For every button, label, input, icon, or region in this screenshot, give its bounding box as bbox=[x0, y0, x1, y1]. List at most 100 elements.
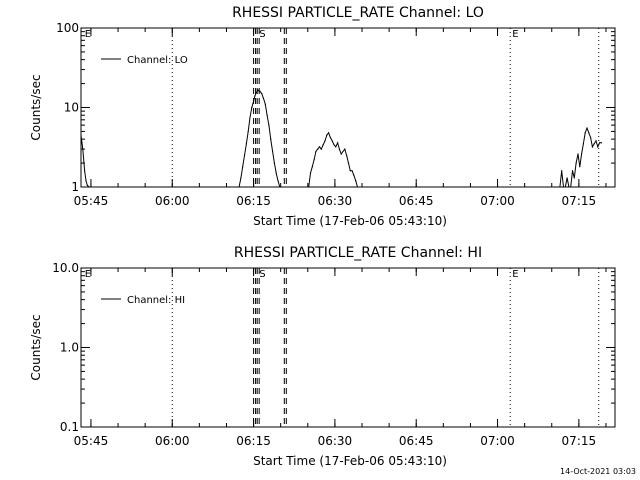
x-tick-label: 06:15 bbox=[236, 434, 271, 448]
data-point bbox=[242, 166, 244, 168]
data-point bbox=[81, 134, 82, 136]
marker-label: E bbox=[512, 269, 518, 280]
data-point bbox=[562, 186, 565, 187]
data-point bbox=[243, 154, 246, 156]
data-point bbox=[347, 162, 350, 164]
data-point bbox=[580, 153, 583, 155]
data-point bbox=[566, 177, 568, 179]
data-point bbox=[270, 138, 272, 140]
data-point bbox=[331, 140, 333, 142]
data-point bbox=[277, 180, 279, 182]
data-point bbox=[324, 140, 326, 142]
data-point bbox=[355, 180, 357, 182]
data-point bbox=[584, 132, 586, 134]
data-point bbox=[240, 177, 242, 179]
data-point bbox=[590, 136, 592, 139]
x-tick-label: 07:00 bbox=[480, 434, 515, 448]
data-point bbox=[353, 174, 355, 176]
data-point bbox=[308, 186, 310, 187]
marker-label: E bbox=[85, 269, 91, 280]
data-point bbox=[262, 97, 265, 100]
x-tick-label: 06:30 bbox=[318, 194, 353, 208]
marker-label: S bbox=[259, 29, 265, 40]
y-axis-label: Counts/sec bbox=[29, 74, 43, 140]
data-point bbox=[575, 162, 577, 164]
x-tick-label: 07:15 bbox=[562, 194, 597, 208]
x-tick-label: 06:00 bbox=[155, 434, 190, 448]
data-point bbox=[271, 150, 274, 153]
y-axis-label: Counts/sec bbox=[29, 314, 43, 380]
x-tick-label: 07:00 bbox=[480, 194, 515, 208]
x-axis-label: Start Time (17-Feb-06 05:43:10) bbox=[253, 454, 447, 468]
data-point bbox=[582, 143, 584, 145]
data-point bbox=[340, 153, 342, 155]
marker-label: S bbox=[259, 269, 265, 280]
data-point bbox=[85, 180, 87, 182]
data-point bbox=[247, 130, 249, 133]
data-point bbox=[342, 150, 344, 153]
data-point bbox=[266, 114, 268, 116]
legend-entry: Channel: LO bbox=[127, 55, 188, 66]
data-point bbox=[559, 186, 561, 187]
x-tick-label: 05:45 bbox=[74, 194, 109, 208]
data-point bbox=[280, 186, 283, 187]
data-point bbox=[84, 170, 86, 172]
data-point bbox=[557, 186, 559, 187]
data-point bbox=[335, 146, 337, 148]
data-point bbox=[254, 95, 256, 97]
data-point bbox=[600, 142, 603, 144]
legend-entry: Channel: HI bbox=[127, 295, 185, 306]
y-tick-label: 1.0 bbox=[60, 341, 79, 355]
data-point bbox=[322, 144, 324, 146]
footer-date: 14-Oct-2021 03:03 bbox=[560, 467, 636, 476]
series-line bbox=[558, 126, 602, 187]
data-point bbox=[309, 172, 312, 174]
data-point bbox=[570, 186, 572, 187]
series-line bbox=[308, 131, 358, 187]
data-point bbox=[255, 91, 257, 93]
data-point bbox=[586, 127, 588, 129]
data-point bbox=[344, 148, 346, 150]
data-point bbox=[238, 186, 240, 187]
x-tick-label: 06:30 bbox=[318, 434, 353, 448]
data-point bbox=[273, 162, 275, 164]
x-axis-label: Start Time (17-Feb-06 05:43:10) bbox=[253, 214, 447, 228]
data-point bbox=[591, 146, 594, 148]
data-point bbox=[326, 134, 328, 136]
chart-title: RHESSI PARTICLE_RATE Channel: LO bbox=[232, 5, 484, 21]
data-point bbox=[579, 166, 581, 168]
data-point bbox=[338, 148, 341, 150]
data-point bbox=[595, 140, 597, 142]
data-point bbox=[251, 106, 253, 109]
data-point bbox=[318, 146, 321, 148]
y-tick-label: 100 bbox=[56, 21, 79, 35]
x-tick-label: 06:15 bbox=[236, 194, 271, 208]
data-point bbox=[337, 142, 339, 144]
data-point bbox=[593, 143, 595, 145]
series-line bbox=[238, 89, 282, 187]
data-point bbox=[327, 132, 330, 134]
x-tick-label: 06:45 bbox=[399, 434, 434, 448]
marker-label: E bbox=[512, 29, 518, 40]
x-tick-label: 07:15 bbox=[562, 434, 597, 448]
x-tick-label: 06:00 bbox=[155, 194, 190, 208]
data-point bbox=[577, 153, 579, 155]
data-point bbox=[317, 148, 319, 150]
data-point bbox=[261, 92, 263, 95]
data-point bbox=[82, 148, 84, 150]
data-point bbox=[329, 136, 331, 139]
data-point bbox=[597, 146, 599, 148]
data-point bbox=[257, 89, 259, 91]
y-tick-label: 10 bbox=[64, 101, 79, 115]
data-point bbox=[268, 124, 270, 126]
data-point bbox=[313, 159, 315, 161]
y-tick-label: 0.1 bbox=[60, 420, 79, 434]
data-point bbox=[349, 170, 351, 172]
data-point bbox=[279, 186, 281, 187]
chart-title: RHESSI PARTICLE_RATE Channel: HI bbox=[234, 245, 482, 261]
x-tick-label: 05:45 bbox=[74, 434, 109, 448]
data-point bbox=[351, 170, 353, 172]
data-point bbox=[275, 172, 277, 174]
data-point bbox=[599, 142, 601, 144]
